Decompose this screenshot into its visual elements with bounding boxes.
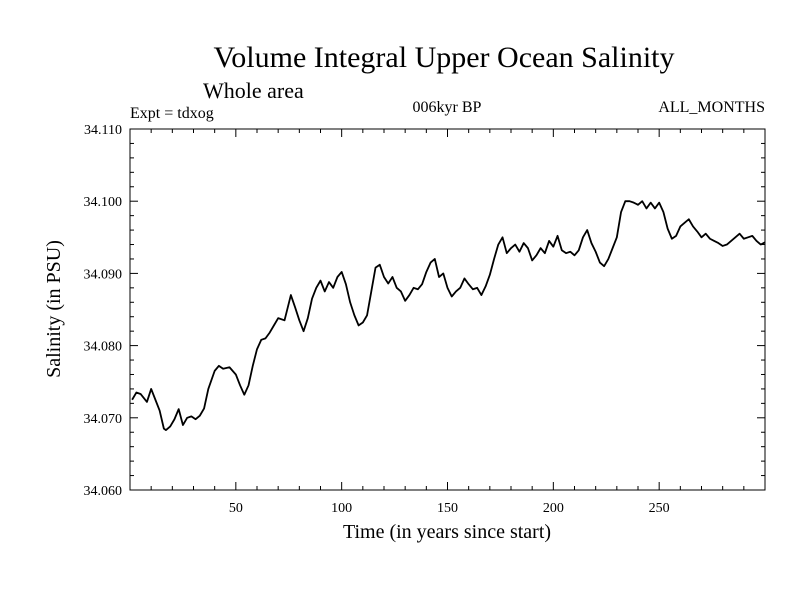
chart-subtitle: Whole area [203,78,304,103]
y-tick-label: 34.070 [84,412,123,427]
x-tick-label: 50 [229,501,243,516]
y-tick-label: 34.090 [84,267,123,282]
chart-title: Volume Integral Upper Ocean Salinity [214,41,675,74]
x-tick-label: 200 [543,501,564,516]
y-axis: 34.060 34.070 34.080 34.090 34.100 34.110 [84,123,765,499]
x-tick-label: 100 [331,501,352,516]
y-tick-label: 34.080 [84,340,123,355]
x-tick-label: 150 [437,501,458,516]
experiment-label: Expt = tdxog [130,105,214,122]
series-layer [131,200,766,431]
plot-frame [129,128,766,491]
y-tick-label: 34.060 [84,484,123,499]
y-tick-label: 34.110 [84,123,122,138]
y-tick-label: 34.100 [84,195,123,210]
x-axis-label: Time (in years since start) [343,521,551,543]
x-axis: 50 100 150 200 250 [150,129,745,516]
y-axis-label: Salinity (in PSU) [43,240,65,378]
salinity-series-line [131,200,766,431]
x-tick-label: 250 [649,501,670,516]
period-label: 006kyr BP [413,99,482,116]
months-label: ALL_MONTHS [658,99,765,116]
